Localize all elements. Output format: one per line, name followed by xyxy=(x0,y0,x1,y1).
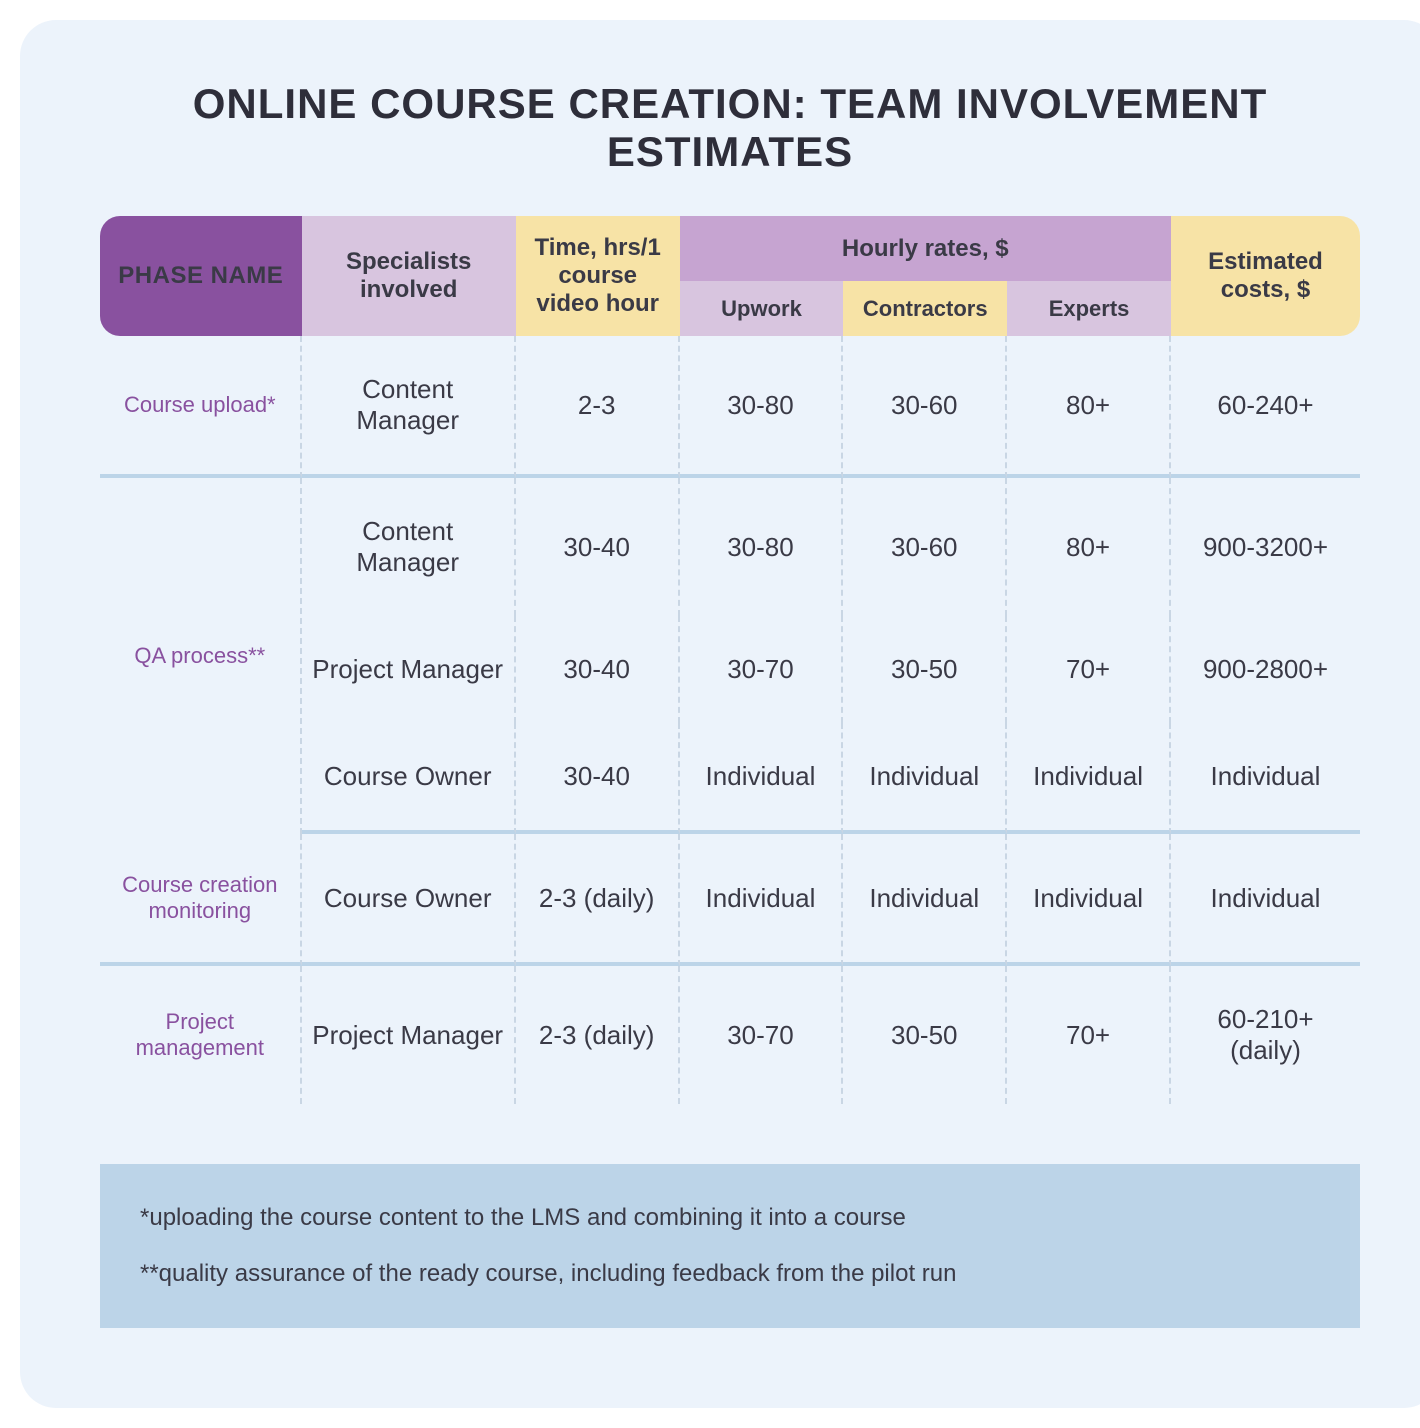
table-row: Project managementProject Manager2-3 (da… xyxy=(100,966,1360,1104)
cell-contractors: 30-50 xyxy=(843,616,1007,723)
col-header-contractors: Contractors xyxy=(843,281,1007,336)
cell-upwork: Individual xyxy=(680,723,844,834)
col-header-upwork: Upwork xyxy=(680,281,844,336)
col-header-phase: PHASE NAME xyxy=(100,216,302,336)
cell-specialist: Project Manager xyxy=(302,616,516,723)
cell-contractors: 30-50 xyxy=(843,966,1007,1104)
cell-specialist: Project Manager xyxy=(302,966,516,1104)
cell-contractors: Individual xyxy=(843,723,1007,834)
table-row: Course upload*Content Manager2-330-8030-… xyxy=(100,336,1360,478)
col-header-time: Time, hrs/1 course video hour xyxy=(516,216,680,336)
estimates-tbody: Course upload*Content Manager2-330-8030-… xyxy=(100,336,1360,1104)
cell-contractors: 30-60 xyxy=(843,336,1007,478)
cell-upwork: 30-80 xyxy=(680,478,844,616)
table-row: QA process**Content Manager30-4030-8030-… xyxy=(100,478,1360,616)
cell-time: 30-40 xyxy=(516,723,680,834)
cell-estimated: Individual xyxy=(1171,723,1360,834)
cell-estimated: 900-3200+ xyxy=(1171,478,1360,616)
cell-specialist: Course Owner xyxy=(302,723,516,834)
cell-upwork: 30-70 xyxy=(680,966,844,1104)
cell-experts: Individual xyxy=(1007,834,1171,966)
cell-time: 30-40 xyxy=(516,616,680,723)
cell-experts: 80+ xyxy=(1007,336,1171,478)
cell-experts: 70+ xyxy=(1007,966,1171,1104)
col-header-experts: Experts xyxy=(1007,281,1171,336)
cell-upwork: 30-80 xyxy=(680,336,844,478)
cell-time: 30-40 xyxy=(516,478,680,616)
phase-name-cell: QA process** xyxy=(100,478,302,834)
cell-specialist: Content Manager xyxy=(302,336,516,478)
cell-estimated: 900-2800+ xyxy=(1171,616,1360,723)
footnotes: *uploading the course content to the LMS… xyxy=(100,1164,1360,1328)
phase-name-cell: Course creation monitoring xyxy=(100,834,302,966)
cell-specialist: Content Manager xyxy=(302,478,516,616)
cell-experts: Individual xyxy=(1007,723,1171,834)
cell-time: 2-3 (daily) xyxy=(516,966,680,1104)
estimates-table: PHASE NAME Specialists involved Time, hr… xyxy=(100,216,1360,1104)
cell-contractors: Individual xyxy=(843,834,1007,966)
table-row: Course creation monitoringCourse Owner2-… xyxy=(100,834,1360,966)
cell-estimated: Individual xyxy=(1171,834,1360,966)
cell-estimated: 60-240+ xyxy=(1171,336,1360,478)
cell-estimated: 60-210+ (daily) xyxy=(1171,966,1360,1104)
phase-name-cell: Course upload* xyxy=(100,336,302,478)
footnote: *uploading the course content to the LMS… xyxy=(140,1204,1320,1232)
phase-name-cell: Project management xyxy=(100,966,302,1104)
col-header-estimated: Estimated costs, $ xyxy=(1171,216,1360,336)
cell-contractors: 30-60 xyxy=(843,478,1007,616)
page-title: ONLINE COURSE CREATION: TEAM INVOLVEMENT… xyxy=(100,80,1360,176)
cell-time: 2-3 xyxy=(516,336,680,478)
cell-time: 2-3 (daily) xyxy=(516,834,680,966)
col-header-specialists: Specialists involved xyxy=(302,216,516,336)
footnote: **quality assurance of the ready course,… xyxy=(140,1260,1320,1288)
cell-specialist: Course Owner xyxy=(302,834,516,966)
estimates-card: ONLINE COURSE CREATION: TEAM INVOLVEMENT… xyxy=(20,20,1420,1408)
col-header-rates: Hourly rates, $ xyxy=(680,216,1171,281)
cell-experts: 80+ xyxy=(1007,478,1171,616)
cell-upwork: Individual xyxy=(680,834,844,966)
cell-upwork: 30-70 xyxy=(680,616,844,723)
cell-experts: 70+ xyxy=(1007,616,1171,723)
